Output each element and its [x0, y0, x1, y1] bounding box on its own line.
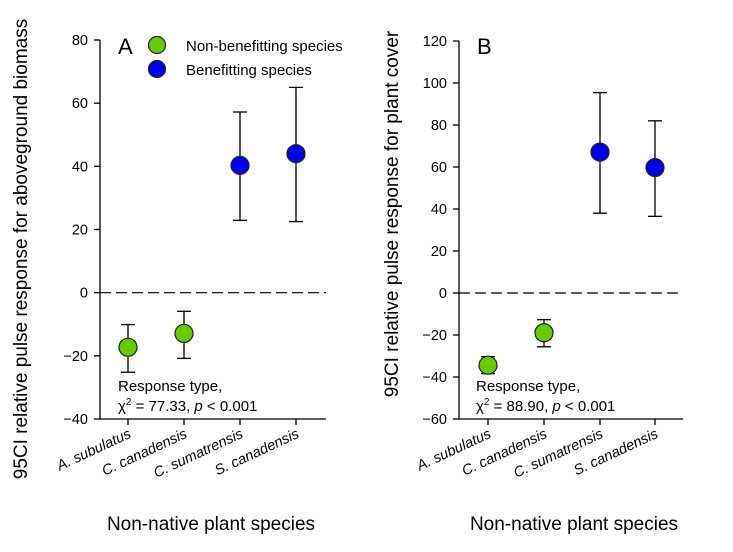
- chi-value: = 77.33,: [131, 398, 194, 415]
- panel-b-y-tick-label: 20: [431, 244, 447, 260]
- panel-a-annotation-line1: Response type,: [118, 378, 222, 395]
- panel-a-data-point: [230, 111, 250, 221]
- point-marker: [174, 323, 194, 344]
- panel-b-data-point: [645, 120, 665, 218]
- panel-a-y-tick-label: 40: [72, 159, 88, 175]
- panel-b-letter: B: [477, 34, 492, 59]
- panel-a-data-point: [286, 86, 306, 223]
- panel-b-y-tick-label: −20: [422, 328, 447, 344]
- p-value: < 0.001: [203, 398, 258, 415]
- panel-b-y-axis-title: 95CI relative pulse response for plant c…: [382, 30, 403, 397]
- chi-symbol: χ: [476, 398, 484, 415]
- panel-b-y-tick-label: 40: [431, 202, 447, 218]
- panel-a-y-axis-title: 95CI relative pulse response for abovegr…: [11, 19, 32, 480]
- panel-b-y-tick-label: 0: [439, 286, 447, 302]
- point-marker: [118, 337, 138, 357]
- panel-a-annotation-line2: χ2 = 77.33, p < 0.001: [118, 397, 257, 415]
- panel-b-x-axis-title: Non-native plant species: [470, 514, 678, 535]
- panel-b-annotation-line2: χ2 = 88.90, p < 0.001: [476, 397, 615, 415]
- p-symbol: p: [551, 398, 560, 415]
- panel-a: 95CI relative pulse response for abovegr…: [11, 19, 343, 535]
- legend-marker-benefitting: [147, 59, 167, 79]
- panel-a-data-point: [174, 310, 194, 360]
- point-marker: [478, 355, 498, 375]
- panel-b-y-tick-label: −40: [422, 370, 447, 386]
- panel-b-annotation-line1: Response type,: [476, 378, 580, 395]
- panel-b-y-tick-label: 120: [423, 34, 447, 50]
- panel-b: 95CI relative pulse response for plant c…: [382, 30, 683, 535]
- panel-b-y-tick-label: −60: [422, 412, 447, 428]
- panel-b-annotation: Response type, χ2 = 88.90, p < 0.001: [476, 378, 615, 415]
- chi-superscript: 2: [484, 397, 490, 408]
- panel-a-y-tick-label: 20: [72, 223, 88, 239]
- panel-b-y-tick-label: 60: [431, 160, 447, 176]
- chi-superscript: 2: [126, 397, 132, 408]
- panel-b-data-point: [478, 355, 498, 375]
- panel-a-x-axis-title: Non-native plant species: [107, 514, 315, 535]
- legend: Non-benefitting species Benefitting spec…: [147, 35, 343, 79]
- p-value: < 0.001: [561, 398, 616, 415]
- chi-value: = 88.90,: [489, 398, 552, 415]
- panel-a-letter: A: [118, 34, 133, 59]
- point-marker: [645, 158, 665, 178]
- point-marker: [230, 155, 250, 175]
- panel-a-y-tick-label: 60: [72, 96, 88, 112]
- legend-marker-non-benefitting: [147, 35, 167, 55]
- panel-a-marks: [118, 86, 306, 373]
- panel-a-y-tick-label: 80: [72, 33, 88, 49]
- panel-b-data-point: [590, 92, 610, 214]
- panel-a-annotation: Response type, χ2 = 77.33, p < 0.001: [118, 378, 257, 415]
- panel-b-y-tick-label: 80: [431, 118, 447, 134]
- panel-b-marks: [478, 92, 665, 375]
- panel-b-y-tick-label: 100: [423, 76, 447, 92]
- panel-a-y-tick-label: −20: [63, 349, 88, 365]
- chi-symbol: χ: [118, 398, 126, 415]
- panel-a-y-tick-label: 0: [80, 286, 88, 302]
- point-marker: [590, 142, 610, 162]
- point-marker: [534, 323, 554, 343]
- panel-a-y-tick-label: −40: [63, 412, 88, 428]
- panel-a-data-point: [118, 323, 138, 373]
- legend-label-benefitting: Benefitting species: [186, 62, 312, 79]
- point-marker: [286, 144, 306, 164]
- p-symbol: p: [193, 398, 202, 415]
- legend-label-non-benefitting: Non-benefitting species: [186, 38, 343, 55]
- panel-b-data-point: [534, 319, 554, 348]
